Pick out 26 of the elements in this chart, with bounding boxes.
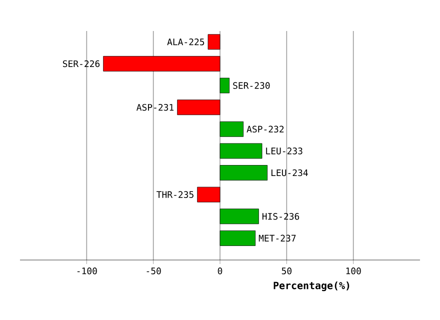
bar xyxy=(220,230,256,246)
y-tick-label: ASP-232 xyxy=(246,126,284,133)
y-tick-label: THR-235 xyxy=(156,191,194,198)
y-tick-label: ALA-225 xyxy=(167,38,204,46)
bar xyxy=(220,165,268,180)
bar xyxy=(177,100,220,116)
bar xyxy=(197,186,220,202)
y-tick-label: LEU-234 xyxy=(271,169,308,176)
y-tick-label: SER-230 xyxy=(233,82,270,89)
y-tick-label: LEU-233 xyxy=(266,148,302,154)
y-tick-label: SER-226 xyxy=(62,60,100,68)
bar xyxy=(103,56,220,72)
x-tick-label: 100 xyxy=(346,268,361,274)
bar xyxy=(220,121,244,137)
y-tick-label: ASP-231 xyxy=(136,104,174,111)
x-tick-label: 0 xyxy=(218,268,222,274)
x-tick-label: -50 xyxy=(146,268,161,274)
x-axis-title: Percentage(%) xyxy=(274,282,350,292)
bar xyxy=(208,34,220,50)
y-tick-label: MET-237 xyxy=(258,234,296,242)
bar xyxy=(220,208,259,224)
y-tick-label: HIS-236 xyxy=(262,212,300,220)
x-tick-label: -100 xyxy=(77,268,97,274)
bar xyxy=(220,78,230,94)
bar xyxy=(220,143,262,159)
x-tick-label: 50 xyxy=(282,268,292,274)
